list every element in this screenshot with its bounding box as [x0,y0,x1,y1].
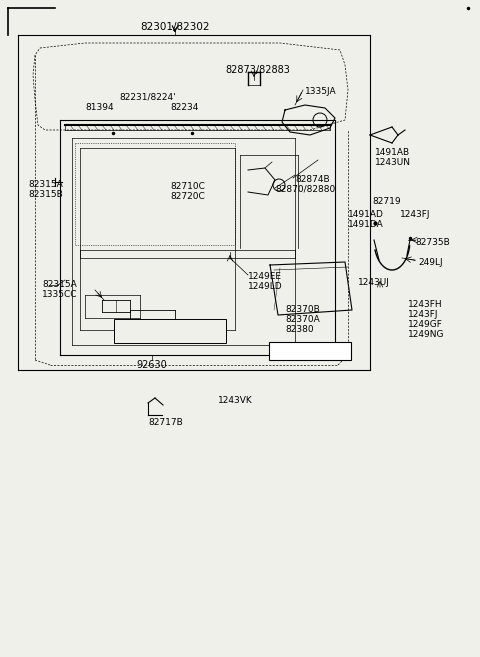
Text: 249LJ: 249LJ [418,258,443,267]
Text: 82301/82302: 82301/82302 [140,22,210,32]
Text: 82315A: 82315A [28,180,63,189]
Text: 1249EE: 1249EE [248,272,282,281]
Text: 82874B: 82874B [295,175,330,184]
FancyBboxPatch shape [114,319,226,343]
Text: 18645C 92631: 18645C 92631 [135,330,202,339]
Text: 82710C: 82710C [170,182,205,191]
Text: 1243UJ: 1243UJ [358,278,390,287]
Text: 82720C: 82720C [170,192,205,201]
Text: 1491AB: 1491AB [375,148,410,157]
Text: 1335JA: 1335JA [305,87,336,96]
Text: 81394: 81394 [86,103,114,112]
Text: 92630: 92630 [137,360,168,370]
Text: 82380: 82380 [285,325,313,334]
Text: 1249NG: 1249NG [408,330,444,339]
Text: 1243UN: 1243UN [375,158,411,167]
Text: 82717B: 82717B [148,418,183,427]
Text: 82735B: 82735B [415,238,450,247]
Text: 1335CC: 1335CC [42,290,77,299]
FancyBboxPatch shape [269,342,351,360]
Text: 1243FJ: 1243FJ [408,310,439,319]
Text: 82315B: 82315B [28,190,63,199]
Text: 82315A: 82315A [42,280,77,289]
Text: 1241BF: 1241BF [148,320,182,329]
Text: 1249LD: 1249LD [248,282,283,291]
Text: 1249GF: 1249GF [408,320,443,329]
Text: 1491DA: 1491DA [348,220,384,229]
Text: 82873/82883: 82873/82883 [226,65,290,75]
Text: 1243VK: 1243VK [218,396,253,405]
Text: RFF. 81-030: RFF. 81-030 [286,350,330,359]
Text: 1491AD: 1491AD [348,210,384,219]
Text: 82370A: 82370A [285,315,320,324]
Text: 82231/8224': 82231/8224' [120,92,176,101]
Text: 82234: 82234 [171,103,199,112]
Text: 82719: 82719 [372,197,401,206]
Text: 1243FH: 1243FH [408,300,443,309]
Text: 1243FJ: 1243FJ [400,210,431,219]
Text: 82370B: 82370B [285,305,320,314]
Text: 82870/82880: 82870/82880 [275,185,335,194]
